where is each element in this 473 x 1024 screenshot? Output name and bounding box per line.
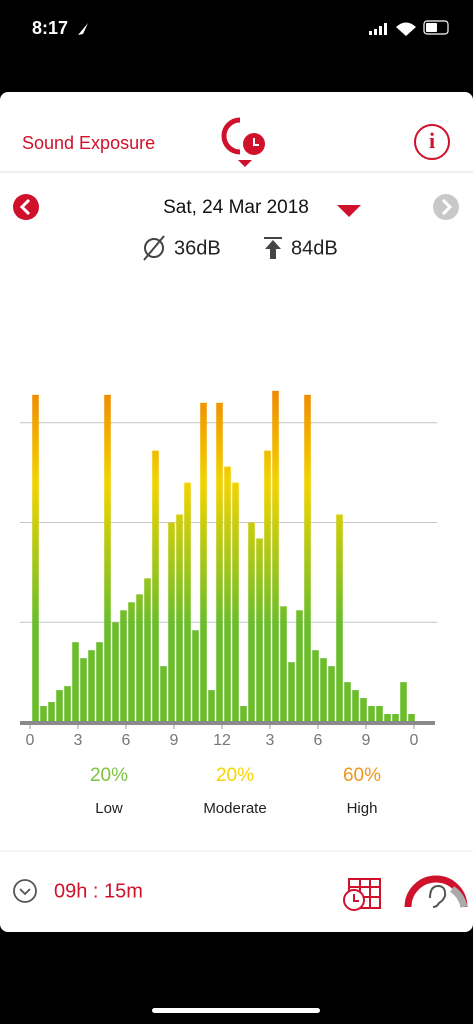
wifi-icon [396, 22, 416, 36]
calendar-button[interactable] [343, 878, 381, 911]
bar [128, 602, 135, 722]
bar [392, 714, 399, 722]
summary-label: Low [95, 800, 123, 817]
bar [328, 666, 335, 722]
max-level: 84dB [291, 237, 338, 259]
bar [48, 702, 55, 722]
date-label: Sat, 24 Mar 2018 [163, 197, 309, 218]
date-dropdown[interactable] [337, 205, 361, 217]
svg-text:i: i [429, 128, 435, 153]
bar [384, 714, 391, 722]
signal-icon [369, 23, 387, 35]
app-logo [221, 117, 265, 167]
bar [288, 662, 295, 722]
bar [352, 690, 359, 722]
location-icon [78, 23, 88, 35]
bar [32, 394, 39, 722]
home-indicator [152, 1008, 320, 1013]
bar [136, 594, 143, 722]
bar [400, 682, 407, 722]
chart: 0 3 6 9 12 3 6 9 0 [20, 390, 437, 749]
clock-icon [13, 879, 37, 903]
baseline [20, 721, 435, 725]
header-title: Sound Exposure [22, 133, 155, 153]
x-tick-label: 6 [122, 732, 131, 749]
bar [368, 706, 375, 722]
bar [144, 578, 151, 722]
bar [176, 514, 183, 722]
summary: 20% Low 20% Moderate 60% High [90, 765, 381, 817]
average-icon [143, 235, 165, 261]
bar [160, 666, 167, 722]
summary-percent: 60% [343, 765, 381, 786]
prev-day-button[interactable] [13, 194, 39, 220]
x-tick-label: 0 [26, 732, 35, 749]
duration: 09h : 15m [54, 880, 143, 902]
x-tick-label: 0 [410, 732, 419, 749]
bar [216, 402, 223, 722]
bar [336, 514, 343, 722]
bar [56, 690, 63, 722]
bar [320, 658, 327, 722]
bar [256, 538, 263, 722]
bar [208, 690, 215, 722]
x-tick-label: 3 [266, 732, 275, 749]
bar [168, 522, 175, 722]
bar [248, 522, 255, 722]
bar [240, 706, 247, 722]
x-tick-label: 9 [362, 732, 371, 749]
bar [80, 658, 87, 722]
bar [312, 650, 319, 722]
bar [224, 466, 231, 722]
x-tick-label: 12 [213, 732, 231, 749]
summary-label: Moderate [203, 800, 266, 817]
next-day-button[interactable] [433, 194, 459, 220]
summary-label: High [347, 800, 378, 817]
bar [264, 450, 271, 722]
info-button[interactable]: i [414, 124, 450, 160]
bar [192, 630, 199, 722]
bar [112, 622, 119, 722]
bar [40, 706, 47, 722]
bar [96, 642, 103, 722]
summary-percent: 20% [90, 765, 128, 786]
battery-level [426, 23, 437, 32]
bar [344, 682, 351, 722]
bar [304, 394, 311, 722]
x-tick-label: 9 [170, 732, 179, 749]
bar [72, 642, 79, 722]
bar [88, 650, 95, 722]
bar [272, 390, 279, 722]
bar [152, 450, 159, 722]
x-tick-label: 3 [74, 732, 83, 749]
bar [232, 482, 239, 722]
hearing-button[interactable] [404, 875, 468, 908]
bar [200, 402, 207, 722]
bar [280, 606, 287, 722]
battery-icon [423, 20, 449, 35]
bar [104, 394, 111, 722]
status-time: 8:17 [32, 18, 68, 38]
bar [184, 482, 191, 722]
x-tick-label: 6 [314, 732, 323, 749]
bar [408, 714, 415, 722]
bar [64, 686, 71, 722]
bar [360, 698, 367, 722]
bar [296, 610, 303, 722]
bar [376, 706, 383, 722]
bar [120, 610, 127, 722]
average-level: 36dB [174, 237, 221, 259]
max-icon [264, 237, 282, 259]
summary-percent: 20% [216, 765, 254, 786]
